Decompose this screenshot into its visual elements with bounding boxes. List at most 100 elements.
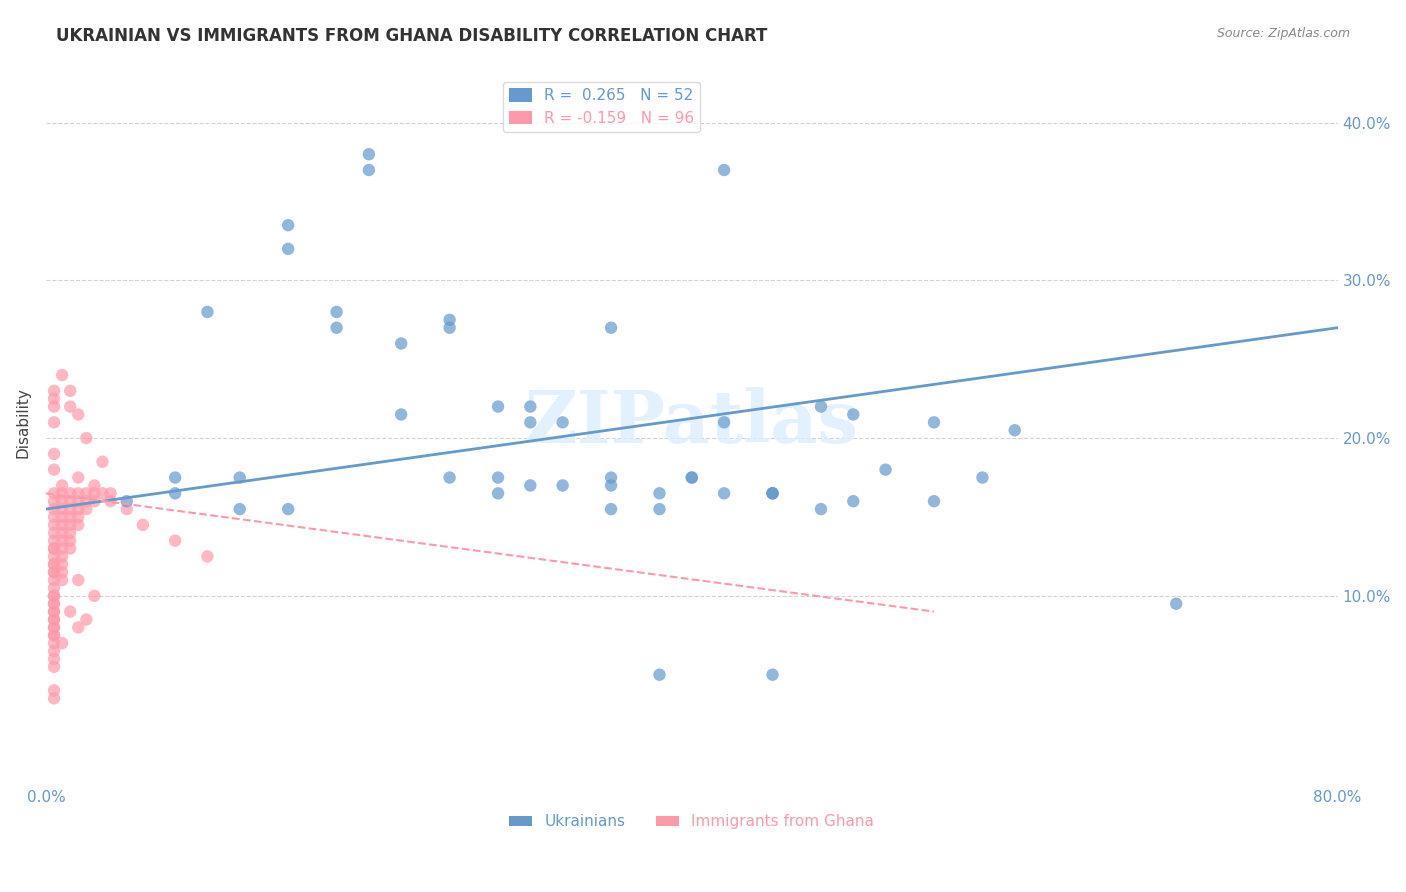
- Point: [42, 620, 65, 634]
- Point: [59, 502, 82, 516]
- Point: [83, 486, 105, 500]
- Point: [165, 486, 187, 500]
- Point: [42, 392, 65, 406]
- Point: [439, 470, 461, 484]
- Point: [51, 525, 73, 540]
- Point: [51, 565, 73, 579]
- Point: [42, 652, 65, 666]
- Point: [51, 533, 73, 548]
- Point: [59, 533, 82, 548]
- Point: [51, 558, 73, 572]
- Point: [761, 667, 783, 681]
- Point: [486, 470, 509, 484]
- Point: [51, 502, 73, 516]
- Point: [810, 400, 832, 414]
- Point: [551, 415, 574, 429]
- Point: [713, 163, 735, 178]
- Point: [42, 620, 65, 634]
- Point: [165, 470, 187, 484]
- Point: [42, 612, 65, 626]
- Point: [600, 320, 623, 334]
- Point: [42, 541, 65, 556]
- Point: [132, 517, 155, 532]
- Point: [713, 415, 735, 429]
- Point: [277, 242, 299, 256]
- Point: [42, 660, 65, 674]
- Point: [389, 408, 412, 422]
- Point: [51, 478, 73, 492]
- Point: [810, 502, 832, 516]
- Point: [42, 565, 65, 579]
- Point: [197, 549, 219, 564]
- Point: [67, 620, 90, 634]
- Point: [389, 336, 412, 351]
- Point: [51, 549, 73, 564]
- Point: [922, 415, 945, 429]
- Point: [115, 502, 138, 516]
- Point: [228, 502, 250, 516]
- Point: [761, 486, 783, 500]
- Point: [42, 691, 65, 706]
- Point: [51, 541, 73, 556]
- Point: [75, 502, 97, 516]
- Point: [325, 320, 347, 334]
- Point: [357, 147, 380, 161]
- Point: [519, 400, 541, 414]
- Point: [42, 415, 65, 429]
- Point: [42, 573, 65, 587]
- Point: [1004, 423, 1026, 437]
- Legend: Ukrainians, Immigrants from Ghana: Ukrainians, Immigrants from Ghana: [503, 808, 880, 836]
- Point: [228, 470, 250, 484]
- Point: [42, 533, 65, 548]
- Point: [42, 525, 65, 540]
- Point: [842, 408, 865, 422]
- Point: [42, 384, 65, 398]
- Text: UKRAINIAN VS IMMIGRANTS FROM GHANA DISABILITY CORRELATION CHART: UKRAINIAN VS IMMIGRANTS FROM GHANA DISAB…: [56, 27, 768, 45]
- Point: [67, 494, 90, 508]
- Point: [761, 486, 783, 500]
- Point: [51, 494, 73, 508]
- Point: [42, 644, 65, 658]
- Point: [875, 463, 897, 477]
- Point: [600, 478, 623, 492]
- Point: [59, 525, 82, 540]
- Point: [75, 486, 97, 500]
- Y-axis label: Disability: Disability: [15, 387, 30, 458]
- Point: [51, 368, 73, 382]
- Point: [75, 494, 97, 508]
- Point: [357, 163, 380, 178]
- Point: [519, 415, 541, 429]
- Point: [42, 463, 65, 477]
- Point: [51, 573, 73, 587]
- Point: [67, 510, 90, 524]
- Point: [277, 502, 299, 516]
- Point: [42, 605, 65, 619]
- Point: [42, 628, 65, 642]
- Point: [486, 400, 509, 414]
- Point: [42, 558, 65, 572]
- Point: [83, 589, 105, 603]
- Point: [42, 494, 65, 508]
- Point: [42, 510, 65, 524]
- Point: [165, 533, 187, 548]
- Point: [551, 478, 574, 492]
- Point: [42, 589, 65, 603]
- Point: [922, 494, 945, 508]
- Point: [59, 541, 82, 556]
- Point: [51, 517, 73, 532]
- Point: [67, 486, 90, 500]
- Text: ZIPatlas: ZIPatlas: [524, 387, 859, 458]
- Point: [100, 486, 122, 500]
- Point: [42, 636, 65, 650]
- Point: [972, 470, 994, 484]
- Point: [277, 218, 299, 232]
- Point: [59, 400, 82, 414]
- Point: [42, 565, 65, 579]
- Point: [67, 408, 90, 422]
- Point: [115, 494, 138, 508]
- Point: [600, 470, 623, 484]
- Point: [42, 502, 65, 516]
- Point: [519, 478, 541, 492]
- Point: [42, 486, 65, 500]
- Point: [648, 486, 671, 500]
